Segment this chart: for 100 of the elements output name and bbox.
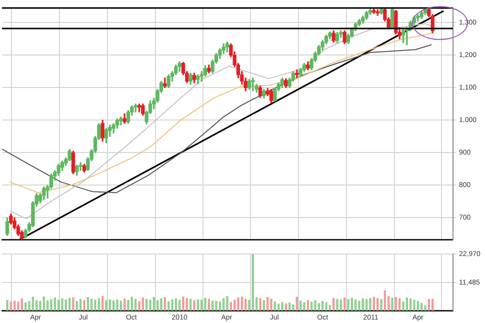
bar: [13, 300, 16, 311]
bar: [292, 304, 294, 311]
bar: [167, 301, 170, 311]
bar: [182, 296, 184, 311]
bar: [46, 300, 49, 311]
bar: [76, 300, 78, 311]
bar: [17, 302, 20, 311]
bar: [299, 300, 302, 311]
bar: [406, 298, 408, 311]
bar: [369, 298, 372, 311]
bar: [112, 300, 115, 311]
bar: [134, 298, 137, 311]
bar: [174, 298, 177, 311]
bar: [233, 300, 236, 311]
bar: [145, 298, 148, 311]
bar: [340, 299, 342, 311]
bar: [277, 304, 280, 311]
bar: [354, 299, 357, 311]
bar: [244, 298, 247, 311]
bar: [156, 300, 159, 311]
bar: [32, 296, 34, 311]
bar: [42, 296, 45, 311]
bar: [189, 298, 192, 311]
bar: [384, 290, 386, 311]
bar: [64, 299, 67, 311]
bar: [266, 297, 269, 311]
bar: [314, 300, 316, 311]
bar: [332, 298, 335, 311]
bar: [303, 302, 306, 311]
bar: [24, 302, 27, 311]
bar: [237, 298, 240, 311]
bar: [270, 298, 272, 311]
bar: [160, 298, 162, 311]
bar: [20, 298, 23, 311]
bar: [376, 298, 379, 311]
bar: [391, 298, 394, 311]
bar: [178, 300, 181, 311]
bar: [420, 302, 423, 311]
bar: [431, 298, 434, 311]
bar: [204, 298, 206, 311]
bar: [262, 300, 265, 311]
bar: [208, 298, 210, 311]
bar: [196, 299, 199, 311]
bar: [306, 300, 309, 311]
bar: [200, 300, 203, 311]
bar: [79, 298, 82, 311]
bar: [10, 301, 12, 311]
bar: [310, 302, 313, 311]
bar: [193, 300, 196, 311]
bar: [288, 302, 291, 311]
candlestick: [134, 104, 138, 112]
bar: [61, 298, 64, 311]
bar: [222, 298, 225, 311]
bar: [252, 254, 254, 311]
bar: [215, 300, 218, 311]
bar: [347, 298, 350, 311]
bar: [281, 302, 284, 311]
bar: [413, 300, 416, 311]
bar: [424, 305, 426, 311]
bar: [336, 298, 338, 311]
bar: [94, 300, 96, 311]
bar: [171, 299, 174, 311]
bar: [127, 300, 130, 311]
bar: [343, 298, 346, 311]
bar: [90, 298, 93, 311]
bar: [394, 297, 397, 311]
bar: [284, 303, 287, 311]
bar: [240, 296, 243, 311]
bar: [218, 302, 221, 311]
bar: [321, 300, 324, 311]
bar: [50, 299, 52, 311]
bar: [318, 303, 320, 311]
bar: [72, 297, 74, 311]
bar: [35, 300, 38, 311]
bar: [372, 296, 375, 311]
bar: [123, 298, 126, 311]
bar: [230, 302, 232, 311]
bar: [138, 301, 140, 311]
bar: [142, 298, 144, 311]
bar: [28, 301, 30, 311]
bar: [358, 300, 360, 311]
bar: [211, 300, 214, 311]
bar: [328, 305, 331, 311]
bar: [428, 298, 430, 311]
bar: [325, 302, 328, 311]
bar: [54, 298, 56, 311]
bar: [116, 299, 118, 311]
bar: [296, 296, 298, 311]
bar: [365, 298, 368, 311]
bar: [398, 298, 401, 311]
bar: [186, 298, 188, 311]
bar: [362, 298, 364, 311]
bar: [152, 297, 155, 311]
bar: [86, 297, 89, 311]
bar: [130, 296, 133, 311]
bar: [68, 298, 71, 311]
bar: [83, 300, 86, 311]
bar: [226, 296, 228, 311]
bar: [402, 301, 404, 311]
bar: [350, 298, 353, 311]
